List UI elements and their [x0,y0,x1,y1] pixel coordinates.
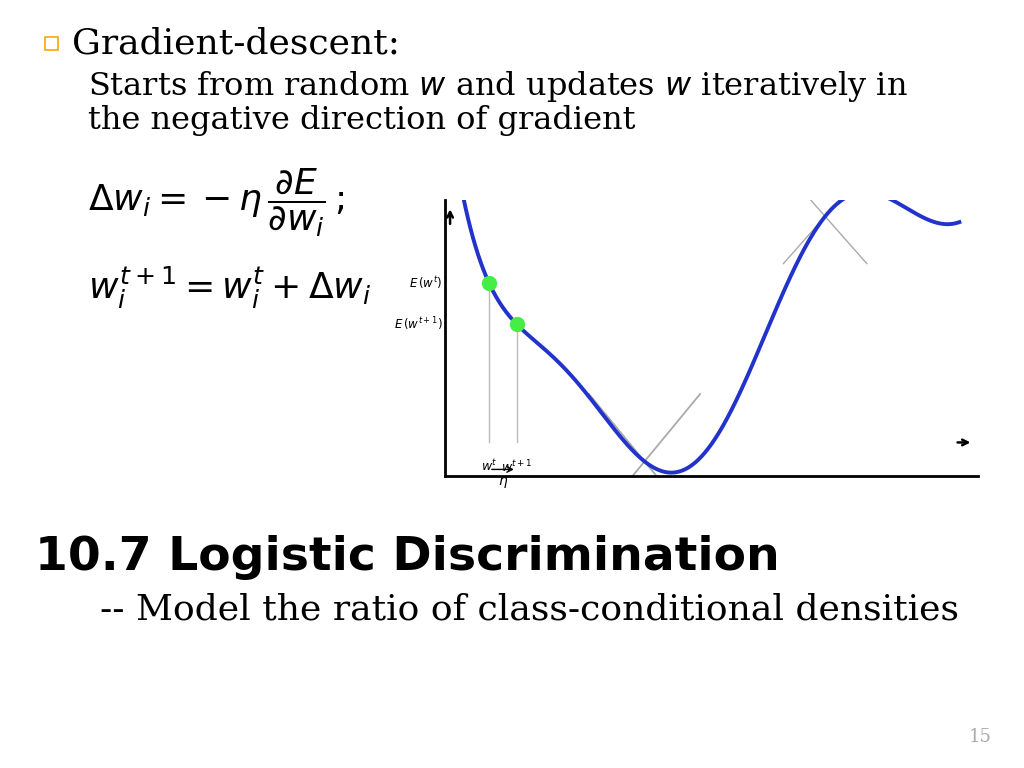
Text: $E\,(w^{t+1})$: $E\,(w^{t+1})$ [394,316,442,333]
Text: -- Model the ratio of class-conditional densities: -- Model the ratio of class-conditional … [100,593,959,627]
Text: 15: 15 [969,728,992,746]
Text: $\Delta w_i = -\eta\,\dfrac{\partial E}{\partial w_i}\,;$: $\Delta w_i = -\eta\,\dfrac{\partial E}{… [88,167,344,239]
Text: $\eta$: $\eta$ [498,475,508,491]
Text: Starts from random $\mathit{w}$ and updates $\mathit{w}$ iteratively in: Starts from random $\mathit{w}$ and upda… [88,68,907,104]
Point [481,276,498,289]
Text: $w_i^{t+1} = w_i^t + \Delta w_i$: $w_i^{t+1} = w_i^t + \Delta w_i$ [88,265,371,311]
Text: $E\,(w^t)$: $E\,(w^t)$ [410,275,442,291]
Point [509,318,525,330]
Text: $w^{t+1}$: $w^{t+1}$ [501,458,532,475]
Text: Gradient-descent:: Gradient-descent: [72,27,400,61]
Text: 10.7 Logistic Discrimination: 10.7 Logistic Discrimination [35,535,779,581]
Text: $w^t$: $w^t$ [480,458,498,474]
Text: the negative direction of gradient: the negative direction of gradient [88,104,636,135]
